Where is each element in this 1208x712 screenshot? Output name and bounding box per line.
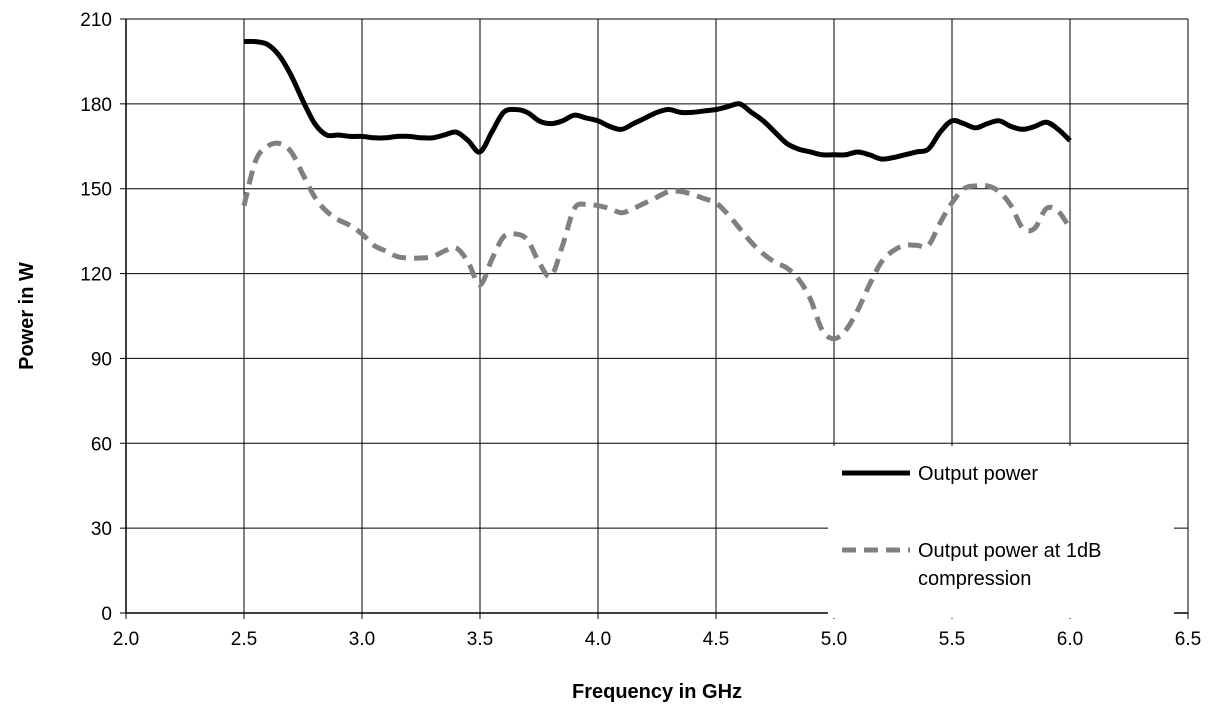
x-tick-label: 6.5 [1175,629,1201,650]
series-line-output-power [243,38,1072,162]
y-axis-title: Power in W [16,262,38,370]
x-tick-label: 3.0 [349,629,375,650]
y-tick-label: 150 [80,180,112,201]
legend-label-line-1: Output power at 1dB [918,540,1101,562]
y-tick-label: 120 [80,265,112,286]
y-tick-label: 90 [91,349,112,370]
y-tick-labels: 0 30 60 90 120 150 180 210 [80,10,112,625]
y-tick-label: 0 [101,604,112,625]
legend: Output power Output power at 1dB compres… [828,446,1174,618]
x-tick-label: 5.5 [939,629,965,650]
legend-label-line-2: compression [918,568,1031,590]
x-tick-label: 2.5 [231,629,257,650]
y-tick-label: 30 [91,519,112,540]
x-tick-label: 3.5 [467,629,493,650]
plot-area [241,38,1073,342]
x-axis-title: Frequency in GHz [572,681,742,703]
x-tick-label: 2.0 [113,629,139,650]
series-line-output-power-1db [241,140,1073,342]
x-tick-label: 5.0 [821,629,847,650]
y-tick-label: 180 [80,95,112,116]
y-tick-label: 210 [80,10,112,31]
y-tick-label: 60 [91,434,112,455]
legend-label-output-power-1db: Output power at 1dB compression [918,540,1107,590]
x-tick-labels: 2.0 2.5 3.0 3.5 4.0 4.5 5.0 5.5 6.0 6.5 [113,629,1201,650]
legend-label-output-power: Output power [918,463,1038,485]
x-tick-label: 6.0 [1057,629,1083,650]
x-tick-label: 4.5 [703,629,729,650]
x-tick-label: 4.0 [585,629,611,650]
